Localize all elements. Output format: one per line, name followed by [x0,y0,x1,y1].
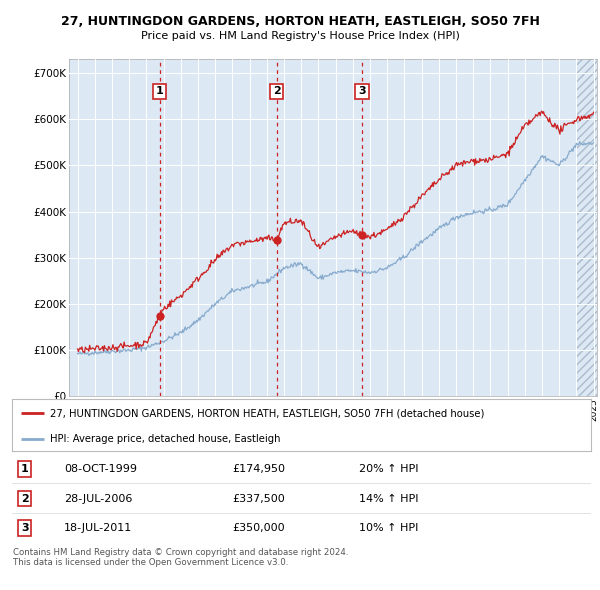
Text: 08-OCT-1999: 08-OCT-1999 [64,464,137,474]
Text: 27, HUNTINGDON GARDENS, HORTON HEATH, EASTLEIGH, SO50 7FH (detached house): 27, HUNTINGDON GARDENS, HORTON HEATH, EA… [50,408,484,418]
Text: 10% ↑ HPI: 10% ↑ HPI [359,523,419,533]
Text: Contains HM Land Registry data © Crown copyright and database right 2024.
This d: Contains HM Land Registry data © Crown c… [13,548,349,567]
Text: 2: 2 [273,86,280,96]
Text: £350,000: £350,000 [232,523,284,533]
Text: 18-JUL-2011: 18-JUL-2011 [64,523,133,533]
Text: 27, HUNTINGDON GARDENS, HORTON HEATH, EASTLEIGH, SO50 7FH: 27, HUNTINGDON GARDENS, HORTON HEATH, EA… [61,15,539,28]
Text: Price paid vs. HM Land Registry's House Price Index (HPI): Price paid vs. HM Land Registry's House … [140,31,460,41]
Text: £337,500: £337,500 [232,494,285,503]
Text: 3: 3 [21,523,29,533]
Text: 3: 3 [358,86,366,96]
Text: 1: 1 [156,86,164,96]
Text: 2: 2 [21,494,29,503]
Text: £174,950: £174,950 [232,464,285,474]
Text: 14% ↑ HPI: 14% ↑ HPI [359,494,419,503]
Text: 20% ↑ HPI: 20% ↑ HPI [359,464,419,474]
Bar [577,59,597,396]
Text: HPI: Average price, detached house, Eastleigh: HPI: Average price, detached house, East… [50,434,280,444]
Text: 28-JUL-2006: 28-JUL-2006 [64,494,133,503]
Text: 1: 1 [21,464,29,474]
